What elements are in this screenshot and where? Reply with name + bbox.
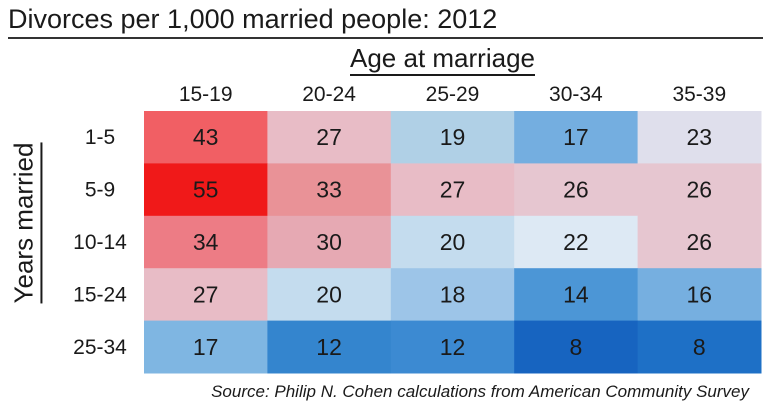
row-header-15-24: 15-24: [73, 283, 127, 306]
heatmap-cell: [144, 320, 268, 374]
cell-value-label: 8: [570, 334, 583, 360]
heatmap-cell: [390, 320, 515, 374]
cell-value-label: 12: [316, 334, 342, 360]
column-header-20-24: 20-24: [302, 83, 356, 106]
heatmap-cell: [637, 320, 762, 374]
cell-value-label: 23: [687, 124, 713, 150]
heatmap-cell: [267, 111, 392, 164]
row-header-5-9: 5-9: [85, 179, 115, 202]
heatmap-cell: [514, 215, 639, 269]
heatmap-cell: [390, 163, 515, 217]
column-header-15-19: 15-19: [179, 83, 233, 106]
heatmap-cell: [267, 320, 392, 374]
heatmap-cell: [637, 268, 762, 322]
cell-value-label: 55: [193, 177, 219, 203]
row-header-25-34: 25-34: [73, 336, 127, 359]
cell-value-label: 20: [316, 281, 342, 307]
cell-value-label: 18: [440, 281, 466, 307]
cell-value-label: 17: [563, 124, 589, 150]
column-header-25-29: 25-29: [426, 83, 480, 106]
heatmap-cell: [390, 268, 515, 322]
cell-value-label: 43: [193, 124, 219, 150]
cell-value-label: 26: [687, 177, 713, 203]
column-header-35-39: 35-39: [672, 83, 726, 106]
cell-value-label: 26: [563, 177, 589, 203]
heatmap-cell: [144, 111, 268, 164]
cell-value-label: 33: [316, 177, 342, 203]
heatmap-cell: [144, 268, 268, 322]
source-note: Source: Philip N. Cohen calculations fro…: [211, 382, 749, 401]
cell-value-label: 22: [563, 229, 589, 255]
heatmap-cell: [637, 163, 762, 217]
cell-value-label: 34: [193, 229, 219, 255]
cell-value-label: 12: [440, 334, 466, 360]
heatmap-cell: [267, 215, 392, 269]
heatmap-cell: [514, 163, 639, 217]
cell-value-label: 27: [193, 281, 219, 307]
heatmap-cell: [390, 111, 515, 164]
chart-title: Divorces per 1,000 married people: 2012: [8, 4, 498, 34]
cell-value-label: 19: [440, 124, 466, 150]
cell-value-label: 30: [316, 229, 342, 255]
cell-value-label: 16: [687, 281, 713, 307]
heatmap-cell: [637, 215, 762, 269]
cell-value-label: 27: [316, 124, 342, 150]
cell-value-label: 17: [193, 334, 219, 360]
heatmap-cell: [514, 111, 639, 164]
cell-value-label: 14: [563, 281, 589, 307]
heatmap-cell: [390, 215, 515, 269]
cell-value-label: 27: [440, 177, 466, 203]
cell-value-label: 26: [687, 229, 713, 255]
heatmap-cell: [637, 111, 762, 164]
heatmap-cell: [514, 268, 639, 322]
heatmap-cell: [267, 163, 392, 217]
row-header-1-5: 1-5: [85, 126, 115, 149]
row-header-10-14: 10-14: [73, 231, 127, 254]
cell-value-label: 20: [440, 229, 466, 255]
heatmap-cell: [267, 268, 392, 322]
heatmap-cell: [514, 320, 639, 374]
heatmap-cell: [144, 163, 268, 217]
column-header-30-34: 30-34: [549, 83, 603, 106]
heatmap-cell: [144, 215, 268, 269]
cell-value-label: 8: [693, 334, 706, 360]
title-underline: [8, 37, 763, 39]
x-axis-label: Age at marriage: [350, 43, 535, 76]
